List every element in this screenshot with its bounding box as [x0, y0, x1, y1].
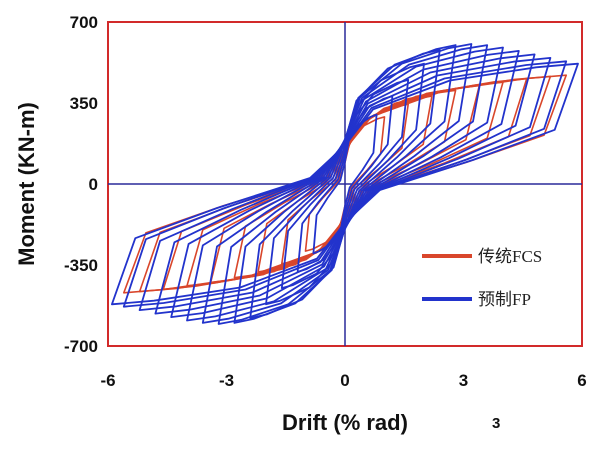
legend-label-fcs: 传统FCS: [478, 247, 542, 266]
axis-lines: [108, 22, 582, 346]
x-tick-label: 3: [459, 371, 468, 390]
x-tick-label: -6: [100, 371, 115, 390]
hysteresis-loop: [280, 79, 410, 289]
x-tick-label: 0: [340, 371, 349, 390]
side-note: 3: [492, 415, 500, 432]
x-tick-label: -3: [219, 371, 234, 390]
y-tick-label: -350: [64, 256, 98, 275]
hysteresis-loop: [111, 62, 579, 306]
series-layer: [111, 43, 579, 325]
hysteresis-loop: [312, 113, 378, 255]
x-tick-label: 6: [577, 371, 586, 390]
y-axis-title: Moment (KN-m): [14, 102, 39, 266]
y-tick-label: -700: [64, 337, 98, 356]
y-tick-label: 0: [89, 175, 98, 194]
tick-labels: -6 -3 0 3 6 700 350 0 -350 -700: [64, 13, 587, 390]
legend: 传统FCS 预制FP: [422, 247, 542, 309]
legend-label-fp: 预制FP: [478, 290, 531, 309]
y-tick-label: 350: [70, 94, 98, 113]
x-axis-title: Drift (% rad): [282, 410, 408, 435]
y-tick-label: 700: [70, 13, 98, 32]
series-1: [111, 43, 579, 325]
